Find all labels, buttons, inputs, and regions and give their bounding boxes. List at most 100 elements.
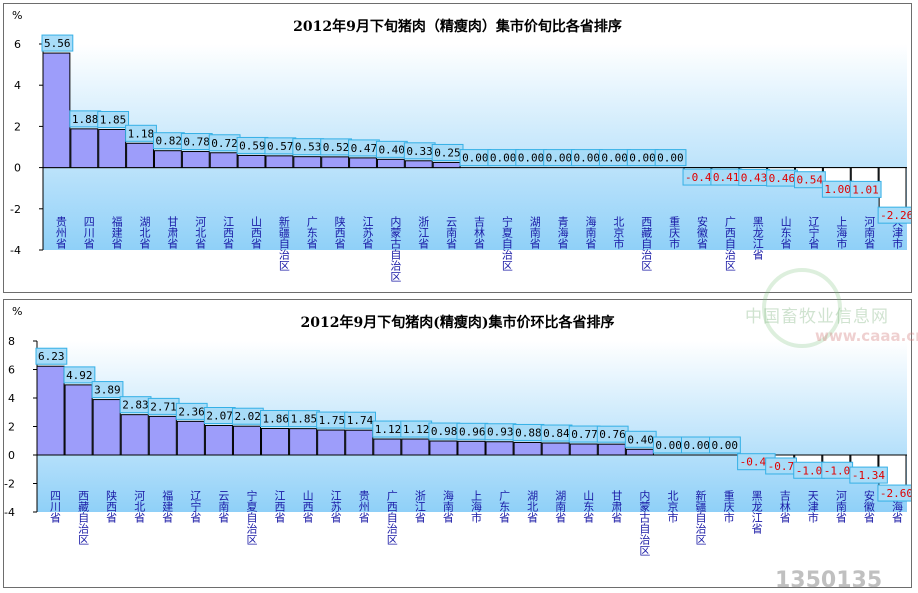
bar xyxy=(70,128,99,169)
bar xyxy=(429,440,458,456)
y-tick-label: -4 xyxy=(10,244,21,257)
data-label-text: 0.46 xyxy=(769,172,796,185)
chart-title: 2012年9月下旬猪肉（精瘦肉）集市价旬比各省排序 xyxy=(293,19,622,35)
y-tick-label: 6 xyxy=(14,38,21,51)
data-label: -0.7 xyxy=(765,457,797,475)
data-label-box xyxy=(63,366,96,384)
data-label: 0.76 xyxy=(596,425,629,443)
y-tick-label: 0 xyxy=(8,449,15,462)
data-label: 0.93 xyxy=(484,423,517,441)
bar xyxy=(120,414,149,456)
data-label: -1.0 xyxy=(793,461,826,479)
data-label-box xyxy=(877,206,911,224)
data-label-text: 2.07 xyxy=(206,410,233,423)
data-label: 0.41 xyxy=(710,168,743,186)
bar xyxy=(373,438,402,456)
category-label: 贵州省 xyxy=(54,216,67,250)
category-label: 辽宁省 xyxy=(807,216,820,250)
bar xyxy=(293,156,322,169)
data-label-text: -0.41 xyxy=(685,171,718,184)
data-label-box xyxy=(849,466,888,484)
bar xyxy=(237,154,266,169)
category-label: 河南省 xyxy=(863,216,876,250)
data-label: 0.96 xyxy=(456,422,489,440)
data-label-box xyxy=(849,180,882,198)
category-label: 浙江省 xyxy=(417,216,430,250)
data-label-box xyxy=(709,436,741,454)
category-label: 甘肃省 xyxy=(166,216,179,250)
data-label: 1.74 xyxy=(344,411,377,429)
y-tick-label: 8 xyxy=(8,335,15,348)
category-label: 浙江省 xyxy=(413,490,426,524)
data-label-text: 0.00 xyxy=(546,152,573,165)
data-label: 1.75 xyxy=(316,411,348,429)
data-label: 2.02 xyxy=(231,407,264,425)
data-label-text: 0.00 xyxy=(518,152,545,165)
data-label: 0.00 xyxy=(487,149,520,167)
bar xyxy=(289,428,318,456)
category-label: 湖南省 xyxy=(554,490,567,524)
bar xyxy=(404,160,433,169)
data-label: 0.00 xyxy=(709,436,741,454)
category-label: 广东省 xyxy=(305,216,318,250)
category-label: 陕西省 xyxy=(105,489,118,524)
data-label: 1.86 xyxy=(260,409,292,427)
data-label: 0.54 xyxy=(794,171,826,189)
category-label: 天津市 xyxy=(806,490,819,524)
data-label: 0.52 xyxy=(320,138,353,156)
data-label-box xyxy=(344,411,377,429)
category-label: 安徽省 xyxy=(862,489,875,524)
data-label-box xyxy=(91,381,124,399)
category-label: 湖北省 xyxy=(526,490,539,524)
data-label-text: 0.00 xyxy=(629,152,656,165)
y-tick-label: 0 xyxy=(14,162,21,175)
category-label: 山东省 xyxy=(582,490,595,524)
data-label: 0.00 xyxy=(626,149,659,167)
category-label: 贵州省 xyxy=(357,490,370,524)
bar xyxy=(42,52,71,169)
category-label: 陕西省 xyxy=(333,215,346,250)
category-label: 海南省 xyxy=(584,215,597,250)
data-label-text: 0.82 xyxy=(155,135,182,148)
data-label-text: 0.00 xyxy=(490,152,517,165)
data-label-box xyxy=(35,347,68,365)
category-label: 上海市 xyxy=(470,490,483,524)
data-label-text: 6.23 xyxy=(38,350,65,363)
category-label: 上海市 xyxy=(835,216,848,250)
data-label: 0.00 xyxy=(652,436,685,454)
bar-chart-huanbi: -4 -2 0 2 4 6 8 四川省 西藏自治区 陕西省 河北省 福建省 辽宁省 云南省 宁夏自治区 江西省… xyxy=(4,335,911,556)
bar xyxy=(376,158,405,169)
data-label: 2.71 xyxy=(147,397,180,415)
category-label: 河北省 xyxy=(194,216,207,250)
data-label: 0.98 xyxy=(428,422,461,440)
bar xyxy=(204,425,233,456)
category-label: 新疆自治区 xyxy=(694,489,707,545)
category-label: 江西省 xyxy=(222,216,235,250)
y-tick-label: -2 xyxy=(4,478,15,491)
data-label: 2.36 xyxy=(175,402,208,420)
category-label: 广西自治区 xyxy=(385,490,398,545)
data-label-text: 3.89 xyxy=(94,384,121,397)
data-label-text: -2.60 xyxy=(880,487,911,500)
category-label: 内蒙古自治区 xyxy=(638,489,651,556)
data-label-box xyxy=(654,149,687,167)
data-label: 0.33 xyxy=(403,142,436,160)
bar xyxy=(126,142,154,169)
data-label-text: -1.34 xyxy=(852,469,885,482)
bar xyxy=(349,157,377,169)
data-label-text: 0.00 xyxy=(462,152,489,165)
y-tick-label: -4 xyxy=(4,506,15,519)
category-label: 青海省 xyxy=(556,216,569,250)
category-label: 山西省 xyxy=(250,216,263,250)
data-label-text: 0.00 xyxy=(657,152,684,165)
watermark-url: www.caaa.cn xyxy=(815,327,918,345)
category-label: 广东省 xyxy=(498,490,511,524)
category-label: 江苏省 xyxy=(361,216,374,250)
bar xyxy=(457,440,486,456)
data-label-text: 2.36 xyxy=(178,405,205,418)
data-label: 1.12 xyxy=(400,420,433,438)
data-label-text: 1.01 xyxy=(852,183,879,196)
data-label: 0.59 xyxy=(236,136,269,154)
data-label-text: 0.00 xyxy=(683,439,710,452)
data-label-text: 1.85 xyxy=(100,113,127,126)
